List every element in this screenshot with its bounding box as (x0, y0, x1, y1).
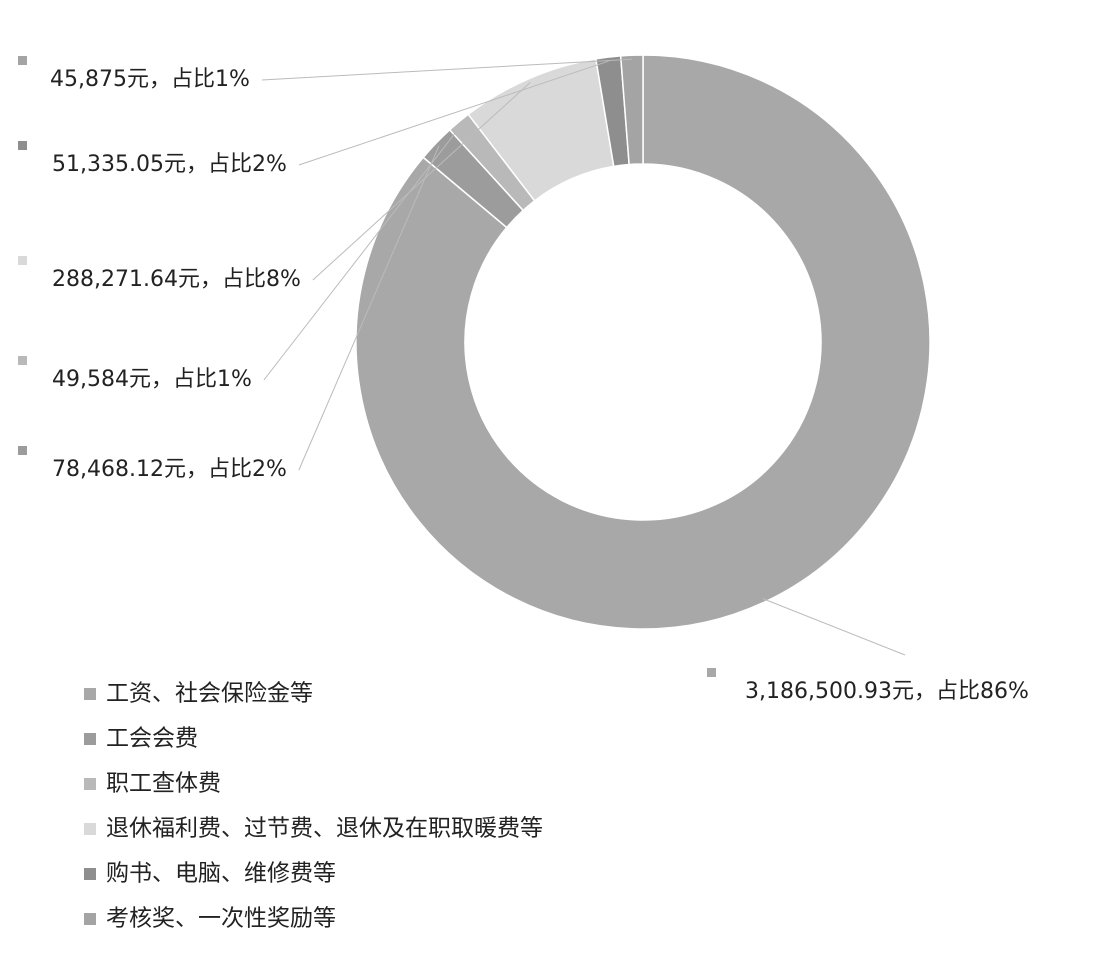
leader-line (312, 82, 531, 281)
leader-line (298, 60, 609, 166)
label-marker (18, 446, 27, 455)
label-marker (18, 141, 27, 150)
legend-label: 考核奖、一次性奖励等 (106, 906, 336, 932)
leader-line (261, 58, 633, 81)
value-label: 45,875元，占比1% (50, 67, 250, 92)
slice (619, 54, 644, 166)
legend-label: 购书、电脑、维修费等 (106, 861, 336, 887)
legend-swatch (84, 688, 96, 700)
leader-line (298, 145, 440, 471)
legend-swatch (84, 913, 96, 925)
legend-label: 工资、社会保险金等 (106, 681, 313, 707)
label-marker (18, 56, 27, 65)
legend-swatch (84, 823, 96, 835)
slice (355, 54, 931, 630)
legend-swatch (84, 868, 96, 880)
value-label: 51,335.05元，占比2% (52, 152, 287, 177)
legend-label: 工会会费 (106, 726, 198, 752)
label-marker (18, 256, 27, 265)
value-label: 78,468.12元，占比2% (52, 457, 287, 482)
leader-line (762, 598, 906, 656)
leader-line (263, 124, 462, 381)
value-label: 288,271.64元，占比8% (52, 267, 301, 292)
legend-label: 退休福利费、过节费、退休及在职取暖费等 (106, 816, 543, 842)
legend-swatch (84, 733, 96, 745)
value-label: 49,584元，占比1% (52, 367, 252, 392)
legend-label: 职工查体费 (106, 771, 221, 797)
value-label: 3,186,500.93元，占比86% (745, 679, 1029, 704)
legend-swatch (84, 778, 96, 790)
label-marker (707, 668, 716, 677)
label-marker (18, 356, 27, 365)
